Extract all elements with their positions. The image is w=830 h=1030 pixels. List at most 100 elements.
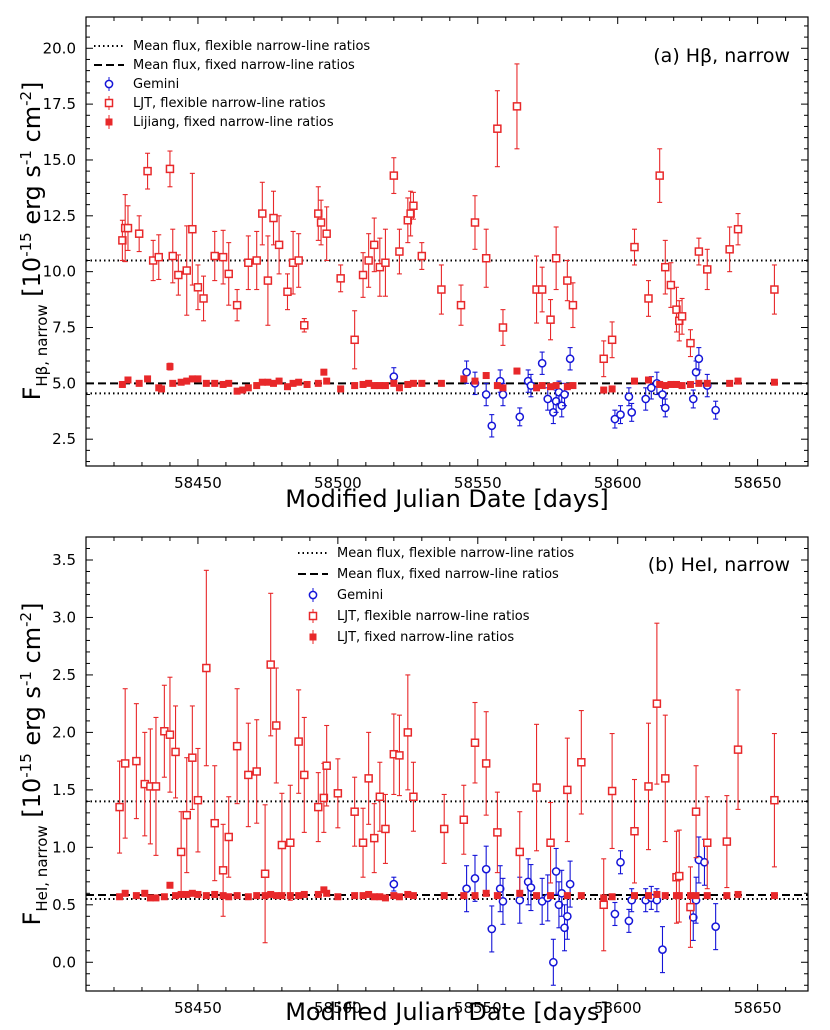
ljt-fixed-narrow-line-ratios-marker xyxy=(160,893,168,901)
lijiang-fixed-narrow-line-ratios-marker xyxy=(289,379,297,387)
ljt-flexible-narrow-line-ratios-point xyxy=(369,803,379,874)
gemini-point xyxy=(624,908,634,933)
y-tick-label: 15.0 xyxy=(43,151,76,169)
y-label-exp2-a: -1 xyxy=(17,150,35,165)
ljt-flexible-narrow-line-ratios-point xyxy=(274,215,284,275)
ljt-flexible-narrow-line-ratios-marker xyxy=(607,335,617,345)
ljt-flexible-narrow-line-ratios-marker xyxy=(165,730,175,739)
ljt-flexible-narrow-line-ratios-marker xyxy=(176,847,186,857)
ljt-flexible-narrow-line-ratios-marker xyxy=(703,265,712,274)
x-tick-label: 58550 xyxy=(454,474,502,492)
ljt-fixed-narrow-line-ratios-marker xyxy=(675,892,683,900)
ljt-flexible-narrow-line-ratios-point xyxy=(630,228,639,266)
ljt-flexible-narrow-line-ratios-point xyxy=(409,191,418,220)
ljt-fixed-narrow-line-ratios-point xyxy=(577,892,585,900)
ljt-flexible-narrow-line-ratios-point xyxy=(546,299,555,341)
ljt-flexible-narrow-line-ratios-point xyxy=(193,264,203,311)
lijiang-fixed-narrow-line-ratios-point xyxy=(295,378,303,386)
ljt-flexible-narrow-line-ratios-point xyxy=(218,229,228,285)
ljt-fixed-narrow-line-ratios-marker xyxy=(563,892,571,900)
gemini-point xyxy=(711,903,721,951)
y-label-main-b: F xyxy=(18,912,46,926)
ljt-flexible-narrow-line-ratios-point xyxy=(252,230,261,291)
lijiang-fixed-narrow-line-ratios-marker xyxy=(390,379,398,387)
y-tick-label: 2.5 xyxy=(52,666,76,684)
ljt-flexible-narrow-line-ratios-point xyxy=(266,592,275,737)
lijiang-fixed-narrow-line-ratios-marker xyxy=(169,379,177,387)
ljt-flexible-narrow-line-ratios-point xyxy=(319,762,329,833)
ljt-flexible-narrow-line-ratios-marker xyxy=(672,305,681,314)
ljt-flexible-narrow-line-ratios-marker xyxy=(188,224,197,234)
gemini-marker xyxy=(565,354,575,364)
lijiang-fixed-narrow-line-ratios-point xyxy=(499,384,507,392)
ljt-flexible-narrow-line-ratios-point xyxy=(607,321,617,359)
gemini-point xyxy=(694,347,704,371)
ljt-flexible-narrow-line-ratios-point xyxy=(722,795,732,889)
ljt-flexible-narrow-line-ratios-point xyxy=(369,217,379,273)
panel-b: 58450 58500 58550 58600 58650 0.0 0.5 1.0 1.5 2.0… xyxy=(17,536,809,1026)
x-tick-label: 58650 xyxy=(734,999,782,1017)
ljt-fixed-narrow-line-ratios-point xyxy=(653,890,661,898)
gemini-point xyxy=(688,389,698,409)
ljt-flexible-narrow-line-ratios-point xyxy=(134,215,144,253)
ljt-flexible-narrow-line-ratios-point xyxy=(269,190,278,246)
ljt-flexible-narrow-line-ratios-marker xyxy=(316,218,326,227)
x-tick-label: 58600 xyxy=(594,999,642,1017)
gemini-marker xyxy=(627,408,637,417)
ljt-flexible-narrow-line-ratios-marker xyxy=(218,866,228,875)
ljt-flexible-narrow-line-ratios-marker xyxy=(770,285,779,294)
lijiang-fixed-narrow-line-ratios-marker xyxy=(667,380,675,388)
ljt-flexible-narrow-line-ratios-marker xyxy=(666,280,676,290)
gemini-point xyxy=(616,405,625,425)
lijiang-fixed-narrow-line-ratios-point xyxy=(686,380,694,388)
ljt-flexible-narrow-line-ratios-marker xyxy=(218,252,228,262)
lijiang-fixed-narrow-line-ratios-point xyxy=(533,384,541,392)
ljt-fixed-narrow-line-ratios-marker xyxy=(202,892,210,900)
y-tick-label: 7.5 xyxy=(52,319,76,337)
ljt-flexible-narrow-line-ratios-point xyxy=(244,722,253,828)
ljt-fixed-narrow-line-ratios-marker xyxy=(547,892,555,900)
ljt-flexible-narrow-line-ratios-marker xyxy=(188,753,197,762)
lijiang-fixed-narrow-line-ratios-point xyxy=(188,375,196,383)
ljt-fixed-narrow-line-ratios-marker xyxy=(272,892,280,900)
legend-marker-gemini-b xyxy=(308,588,318,602)
ljt-flexible-narrow-line-ratios-point xyxy=(358,807,368,878)
panel-a: 58450 58500 58550 58600 58650 2.5 5.0 7.5 10.0 12… xyxy=(17,16,809,513)
gemini-point xyxy=(691,360,701,384)
ljt-flexible-narrow-line-ratios-point xyxy=(381,228,390,297)
ljt-flexible-narrow-line-ratios-point xyxy=(210,230,219,282)
gemini-marker xyxy=(389,372,399,381)
ljt-flexible-narrow-line-ratios-marker xyxy=(322,761,331,770)
legend-label-mean-flexible-a: Mean flux, flexible narrow-line ratios xyxy=(133,39,370,54)
lijiang-fixed-narrow-line-ratios-marker xyxy=(547,383,555,391)
ljt-fixed-narrow-line-ratios-point xyxy=(370,893,378,901)
lijiang-fixed-narrow-line-ratios-marker xyxy=(563,383,571,391)
gemini-point xyxy=(548,938,558,986)
ljt-fixed-narrow-line-ratios-point xyxy=(166,881,174,889)
lijiang-fixed-narrow-line-ratios-marker xyxy=(258,378,266,386)
gemini-point xyxy=(487,414,497,438)
ljt-flexible-narrow-line-ratios-marker xyxy=(481,759,491,768)
ljt-fixed-narrow-line-ratios-marker xyxy=(152,894,160,902)
ljt-fixed-narrow-line-ratios-point xyxy=(516,889,524,897)
lijiang-fixed-narrow-line-ratios-marker xyxy=(194,375,202,383)
ljt-flexible-narrow-line-ratios-marker xyxy=(120,759,130,768)
x-tick-label: 58500 xyxy=(314,999,362,1017)
ljt-flexible-narrow-line-ratios-marker xyxy=(694,247,704,256)
y-tick-label: 3.5 xyxy=(52,551,76,569)
ljt-fixed-narrow-line-ratios-point xyxy=(183,890,191,898)
gemini-marker xyxy=(498,390,508,399)
ljt-fixed-narrow-line-ratios-point xyxy=(608,893,616,901)
gemini-point xyxy=(515,407,525,427)
ljt-flexible-narrow-line-ratios-marker xyxy=(300,770,309,780)
ljt-flexible-narrow-line-ratios-point xyxy=(459,784,469,855)
ljt-fixed-narrow-line-ratios-point xyxy=(244,893,252,901)
ljt-fixed-narrow-line-ratios-point xyxy=(471,892,479,900)
lijiang-fixed-narrow-line-ratios-marker xyxy=(269,379,277,387)
gemini-marker xyxy=(537,358,547,368)
ljt-fixed-narrow-line-ratios-marker xyxy=(482,889,490,897)
ljt-flexible-narrow-line-ratios-marker xyxy=(515,847,525,857)
y-axis-label-a: FHβ, narrow [10-15 erg s-1 cm-2] xyxy=(17,82,51,401)
ljt-fixed-narrow-line-ratios-point xyxy=(219,892,227,900)
lijiang-fixed-narrow-line-ratios-point xyxy=(323,377,331,385)
